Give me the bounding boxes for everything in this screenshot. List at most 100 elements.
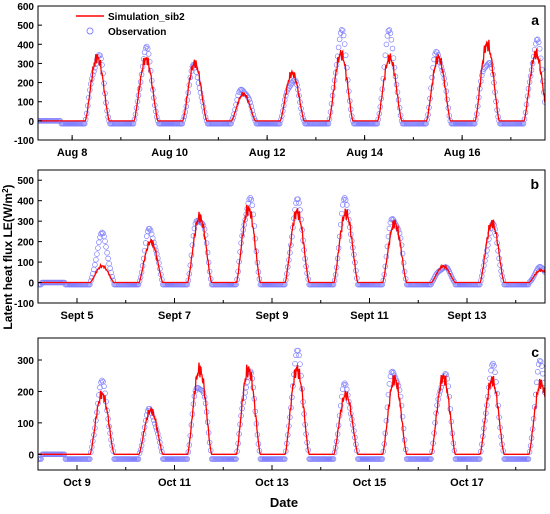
observation-point xyxy=(396,230,403,236)
observation-point xyxy=(447,406,454,412)
observation-point xyxy=(532,41,539,47)
observation-point xyxy=(330,456,337,462)
y-tick-label: 300 xyxy=(17,356,34,367)
x-tick-label: Sept 13 xyxy=(447,310,486,322)
legend-observation-label: Observation xyxy=(108,27,166,38)
y-tick-label: 300 xyxy=(17,217,34,228)
panel-frame xyxy=(37,169,546,304)
observation-point xyxy=(99,377,105,384)
observation-point xyxy=(246,196,252,203)
observation-point xyxy=(527,278,534,284)
x-tick-label: Sept 11 xyxy=(350,310,389,322)
legend-observation-swatch xyxy=(86,27,94,35)
observation-point xyxy=(337,221,344,228)
observation-point xyxy=(399,250,406,257)
observation-point xyxy=(335,44,342,51)
observation-point xyxy=(536,357,543,364)
x-tick-label: Oct 13 xyxy=(255,477,289,489)
observation-point xyxy=(540,370,545,377)
x-tick-label: Aug 10 xyxy=(151,147,188,159)
panel-letter: b xyxy=(530,176,539,192)
observation-point xyxy=(92,262,98,268)
observation-point xyxy=(388,37,395,43)
x-axis-label: Date xyxy=(270,495,298,510)
observation-point xyxy=(143,412,150,418)
x-tick-label: Oct 17 xyxy=(450,477,484,489)
y-axis-label-end: ) xyxy=(1,184,15,188)
observation-point xyxy=(282,456,288,462)
x-tick-label: Aug 16 xyxy=(444,147,481,159)
observation-point xyxy=(340,32,347,39)
observation-point xyxy=(397,235,404,241)
y-tick-label: 100 xyxy=(17,258,34,269)
observation-point xyxy=(248,196,255,203)
observation-point xyxy=(384,243,391,250)
observation-point xyxy=(342,197,349,203)
observation-point xyxy=(292,360,298,367)
observation-point xyxy=(535,361,542,367)
observation-point xyxy=(340,381,347,388)
y-tick-label: 500 xyxy=(17,21,34,32)
observation-point xyxy=(399,413,406,420)
y-tick-label: 200 xyxy=(17,387,34,398)
panel-a: -100 0 100 200 300 400 500 600 Aug 8 Aug 10 Aug 12… xyxy=(14,2,546,159)
observation-point xyxy=(484,247,490,254)
observation-point xyxy=(96,239,102,246)
observation-point xyxy=(384,33,391,39)
observation-point xyxy=(396,387,403,393)
observation-point xyxy=(539,363,545,369)
y-tick-label: 100 xyxy=(17,98,34,109)
legend: Simulation_sib2 Observation xyxy=(76,12,185,38)
observation-point xyxy=(88,278,94,284)
y-axis-label-superscript: 2 xyxy=(1,188,10,193)
observation-point xyxy=(144,45,151,52)
observation-point xyxy=(382,52,389,59)
simulation-line xyxy=(38,362,545,455)
observation-point xyxy=(536,46,543,52)
y-axis-label-main: Latent heat flux LE(W/m xyxy=(1,193,15,330)
observation-point xyxy=(38,456,41,462)
observation-point xyxy=(98,231,104,237)
observation-point xyxy=(87,456,93,462)
observation-point xyxy=(296,352,302,359)
simulation-line xyxy=(38,39,545,122)
observation-point xyxy=(102,238,108,244)
observation-point xyxy=(94,251,100,257)
observation-point xyxy=(390,370,397,376)
observation-point xyxy=(428,456,434,462)
observation-point xyxy=(438,384,444,391)
chart-panels: -100 0 100 200 300 400 500 600 Aug 8 Aug 10 Aug 12… xyxy=(14,2,546,489)
observation-point xyxy=(193,385,200,392)
observation-point xyxy=(159,449,165,455)
observation-point xyxy=(398,242,405,248)
observation-point xyxy=(490,360,496,367)
x-tick-label: Aug 12 xyxy=(249,147,286,159)
panel-letter: c xyxy=(531,344,539,360)
observation-point xyxy=(338,27,345,33)
observation-point xyxy=(525,456,532,462)
observation-point xyxy=(429,74,435,81)
observation-point xyxy=(451,279,458,285)
y-tick-label: 600 xyxy=(17,2,34,13)
observation-point xyxy=(105,255,111,262)
observation-point xyxy=(385,391,392,398)
legend-simulation-label: Simulation_sib2 xyxy=(108,12,185,23)
observation-point xyxy=(135,456,142,462)
observation-point xyxy=(103,244,109,250)
observation-point xyxy=(533,379,540,386)
y-tick-label: -100 xyxy=(14,299,34,310)
observation-point xyxy=(379,456,386,462)
y-tick-label: 100 xyxy=(17,419,34,430)
y-tick-label: 400 xyxy=(17,197,34,208)
simulation-line xyxy=(38,204,545,284)
panel-b: -100 0 100 200 300 400 500 Sept 5 Sept 7 Sept 9 Se… xyxy=(14,169,546,322)
observation-point xyxy=(492,369,498,376)
panel-frame xyxy=(37,5,546,141)
observation-point xyxy=(249,202,256,209)
observation-point xyxy=(251,115,258,122)
observation-point xyxy=(340,196,347,203)
y-tick-label: 300 xyxy=(17,59,34,70)
observation-point xyxy=(491,363,497,369)
observation-point xyxy=(242,389,248,396)
observation-point xyxy=(297,361,303,367)
